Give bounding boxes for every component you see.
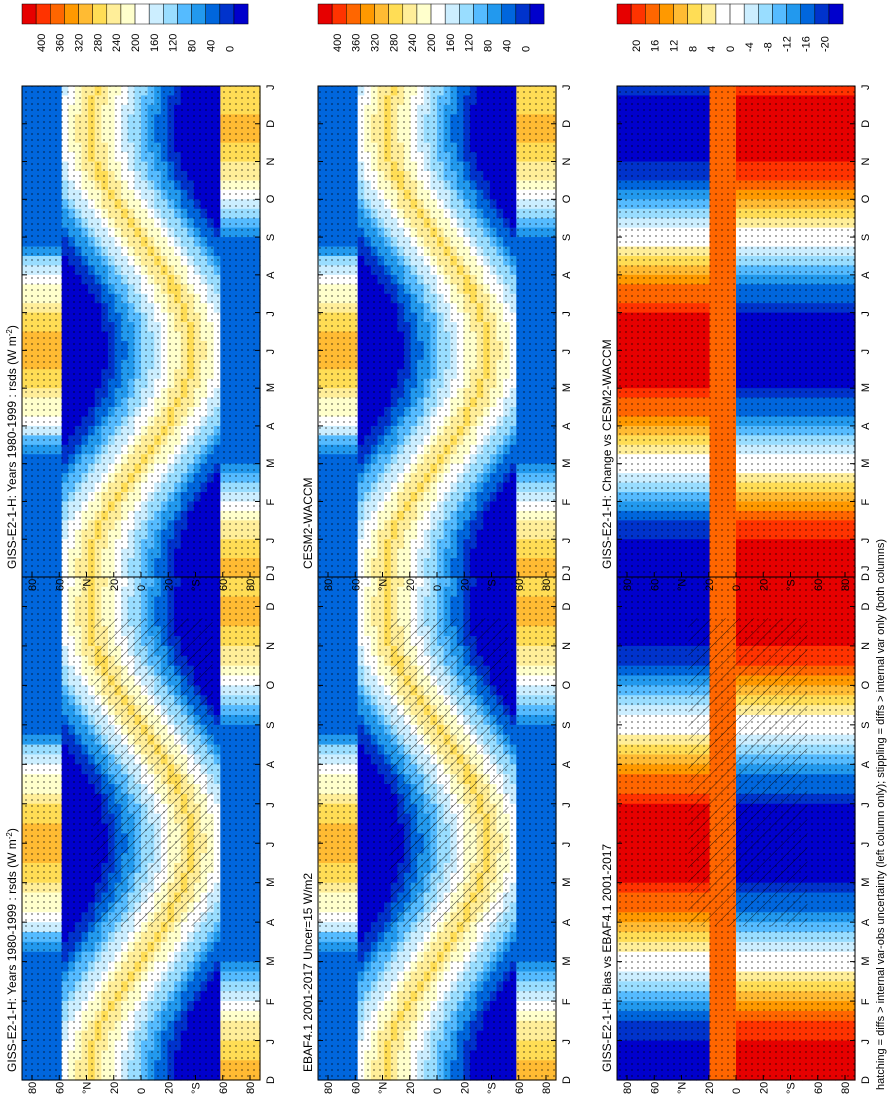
lat-label: 60: [514, 1082, 526, 1094]
month-label: N: [561, 642, 573, 650]
lat-label: 20: [459, 1082, 471, 1094]
month-label: F: [561, 998, 573, 1005]
panel-p1: D J F M A M J J A S O N D J 80 60 °N 20 0 20 °S 60 80 GISS-E2-1…: [5, 527, 277, 1094]
month-label: J: [265, 802, 277, 808]
month-label: S: [265, 722, 277, 729]
lat-label: 80: [27, 1082, 39, 1094]
lat-label: 20: [109, 1082, 121, 1094]
lat-label: 80: [541, 1082, 553, 1094]
month-label: J: [265, 842, 277, 848]
panels-layer: D J F M A M J J A S O N D J 80 60 °N 20 0 20 °S 60 80 GISS-E2-1…: [5, 3, 872, 1094]
title-end: ): [5, 828, 19, 832]
month-label: J: [561, 566, 573, 572]
lat-label: °N: [82, 1082, 94, 1094]
panel-p2: D J F M A M J J A S O N D J 80 60 °N 20 0 20 °S 60 80 EBAF4.1 2…: [301, 527, 573, 1094]
month-label: J: [265, 1039, 277, 1045]
month-label: A: [265, 760, 277, 768]
month-label: F: [265, 998, 277, 1005]
month-label: D: [561, 602, 573, 610]
month-label: A: [265, 918, 277, 926]
month-label: A: [561, 918, 573, 926]
month-label: D: [265, 602, 277, 610]
month-label: O: [265, 680, 277, 689]
hatching-overlay: [93, 618, 213, 927]
lat-label: °N: [378, 1082, 390, 1094]
lat-label: 0: [136, 1088, 148, 1094]
panel-title: EBAF4.1 2001-2017 Uncer=15 W/m2: [301, 873, 315, 1072]
lat-label: °S: [487, 1082, 499, 1094]
month-label: J: [265, 566, 277, 572]
month-label: D: [561, 1076, 573, 1084]
month-label: O: [561, 680, 573, 689]
lat-label: 80: [245, 1082, 257, 1094]
month-label: S: [561, 722, 573, 729]
month-label: J: [561, 842, 573, 848]
lat-label: 20: [405, 1082, 417, 1094]
title-superscript: -2: [5, 832, 14, 840]
month-label: A: [561, 760, 573, 768]
month-label: J: [561, 802, 573, 808]
month-label: M: [265, 956, 277, 965]
panel-title: GISS-E2-1-H: Years 1980-1999 : rsds (W m…: [5, 828, 19, 1072]
lat-label: 80: [323, 1082, 335, 1094]
month-label: M: [265, 878, 277, 887]
lat-label: 60: [54, 1082, 66, 1094]
month-label: M: [561, 878, 573, 887]
lat-label: 60: [350, 1082, 362, 1094]
hatching-overlay: [389, 618, 509, 927]
month-label: M: [561, 956, 573, 965]
lat-label: 20: [163, 1082, 175, 1094]
lat-label: 60: [218, 1082, 230, 1094]
month-label: N: [265, 642, 277, 650]
month-label: D: [265, 1076, 277, 1084]
month-label: J: [561, 1039, 573, 1045]
lat-label: °S: [191, 1082, 203, 1094]
lat-label: 0: [432, 1088, 444, 1094]
